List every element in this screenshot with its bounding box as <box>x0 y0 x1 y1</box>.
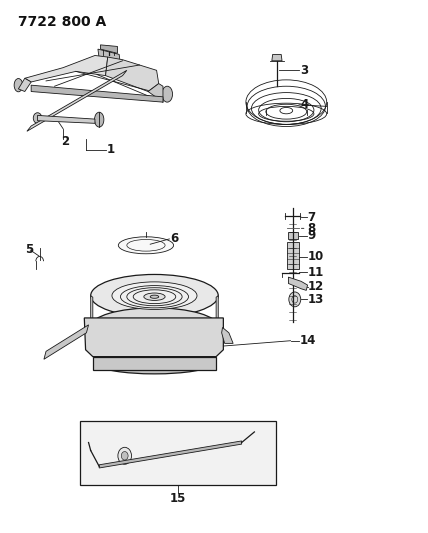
Text: 14: 14 <box>300 334 316 347</box>
Ellipse shape <box>150 295 159 298</box>
Circle shape <box>121 451 128 460</box>
Text: 11: 11 <box>308 266 324 279</box>
Ellipse shape <box>162 86 172 102</box>
Ellipse shape <box>118 237 174 254</box>
Text: 5: 5 <box>25 243 33 255</box>
Text: 15: 15 <box>169 492 186 505</box>
Ellipse shape <box>91 308 218 345</box>
Text: 9: 9 <box>308 229 316 242</box>
Polygon shape <box>98 49 120 65</box>
Text: 1: 1 <box>107 143 115 156</box>
Polygon shape <box>148 84 163 102</box>
Polygon shape <box>27 70 127 131</box>
Polygon shape <box>288 277 308 290</box>
Polygon shape <box>101 45 117 53</box>
Text: 12: 12 <box>308 280 324 293</box>
Text: 13: 13 <box>308 293 324 306</box>
Ellipse shape <box>14 78 23 92</box>
Polygon shape <box>84 318 223 357</box>
FancyBboxPatch shape <box>80 421 276 485</box>
Ellipse shape <box>99 356 210 374</box>
FancyBboxPatch shape <box>287 241 299 269</box>
Ellipse shape <box>112 282 197 310</box>
Ellipse shape <box>91 274 218 317</box>
Text: 2: 2 <box>61 135 69 148</box>
Polygon shape <box>38 115 95 123</box>
Polygon shape <box>91 296 93 327</box>
Polygon shape <box>31 85 163 102</box>
Text: 4: 4 <box>300 98 309 111</box>
Circle shape <box>33 113 42 123</box>
Circle shape <box>118 447 131 464</box>
Ellipse shape <box>95 112 104 127</box>
Polygon shape <box>44 325 89 359</box>
Text: 10: 10 <box>308 251 324 263</box>
Polygon shape <box>93 357 216 370</box>
Polygon shape <box>106 57 159 92</box>
Circle shape <box>289 292 301 307</box>
FancyBboxPatch shape <box>288 231 298 239</box>
Text: 7: 7 <box>308 211 316 224</box>
Polygon shape <box>99 441 242 468</box>
Text: 6: 6 <box>171 232 179 245</box>
Polygon shape <box>18 78 31 92</box>
Polygon shape <box>222 327 233 343</box>
Polygon shape <box>216 296 218 327</box>
Ellipse shape <box>144 293 165 301</box>
Polygon shape <box>272 54 282 61</box>
Text: 3: 3 <box>300 64 309 77</box>
Text: 8: 8 <box>308 222 316 235</box>
Text: 7722 800 A: 7722 800 A <box>18 14 107 29</box>
Polygon shape <box>25 55 108 82</box>
